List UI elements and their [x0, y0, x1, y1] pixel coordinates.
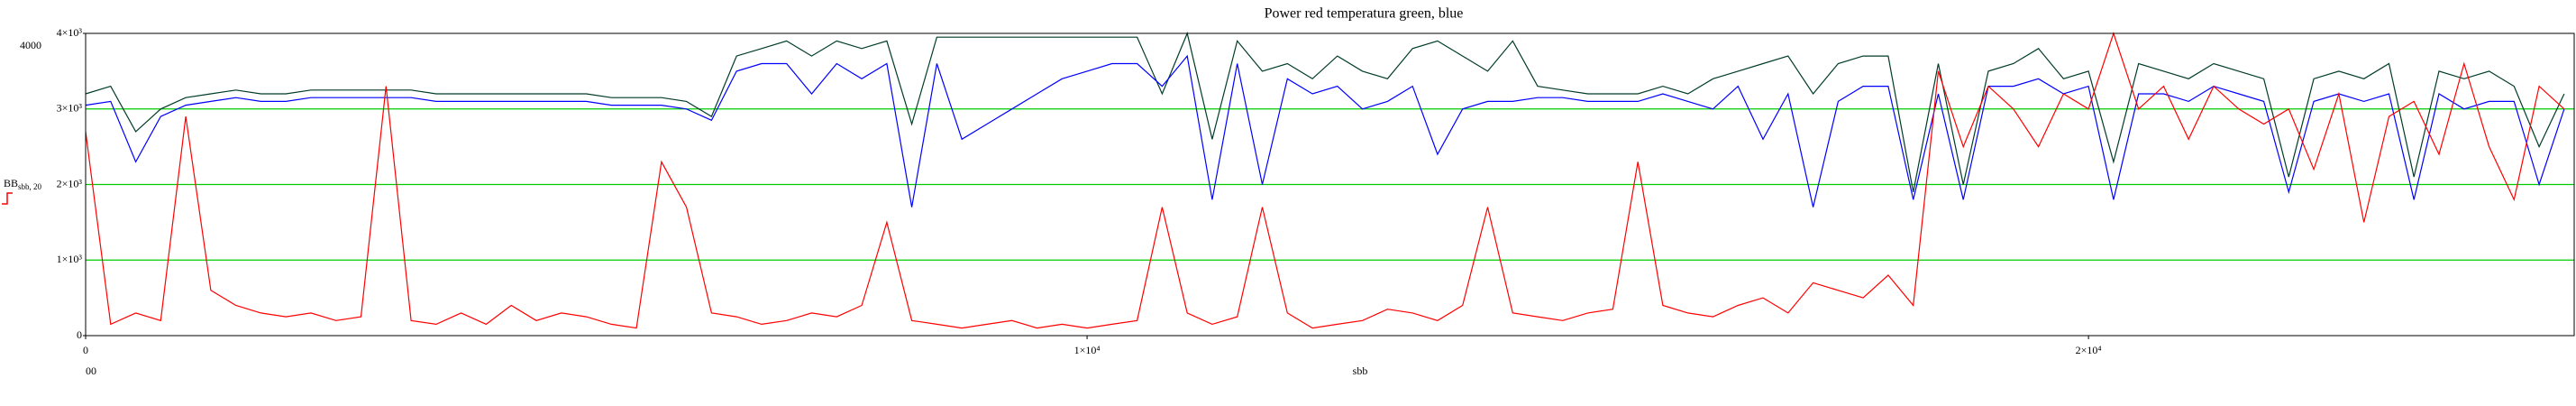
- series-line: [85, 32, 2565, 329]
- x-tick-label: 0: [83, 344, 88, 356]
- y-axis-label: BBsbb, 20: [4, 177, 42, 191]
- y-label-sub: sbb, 20: [18, 182, 42, 191]
- series-line: [85, 32, 2565, 193]
- y-tick-label: 0: [77, 328, 82, 341]
- annotation: 4000: [20, 39, 41, 51]
- x-tick-label: 1×10⁴: [1074, 344, 1101, 356]
- y-tick-label: 4×10³: [57, 26, 83, 39]
- x-tick-label: 2×10⁴: [2076, 344, 2102, 356]
- series-line: [85, 54, 2565, 208]
- y-label-main: BB: [4, 177, 18, 189]
- legend-marker: [2, 192, 13, 205]
- y-tick-label: 1×10³: [57, 253, 83, 265]
- x-axis-label: sbb: [1353, 364, 1368, 377]
- y-tick-label: 3×10³: [57, 102, 83, 115]
- y-tick-label: 2×10³: [57, 177, 83, 189]
- plot-frame: [85, 32, 2575, 337]
- annotation: 00: [86, 364, 96, 377]
- chart-title: Power red temperatura green, blue: [1265, 6, 1464, 22]
